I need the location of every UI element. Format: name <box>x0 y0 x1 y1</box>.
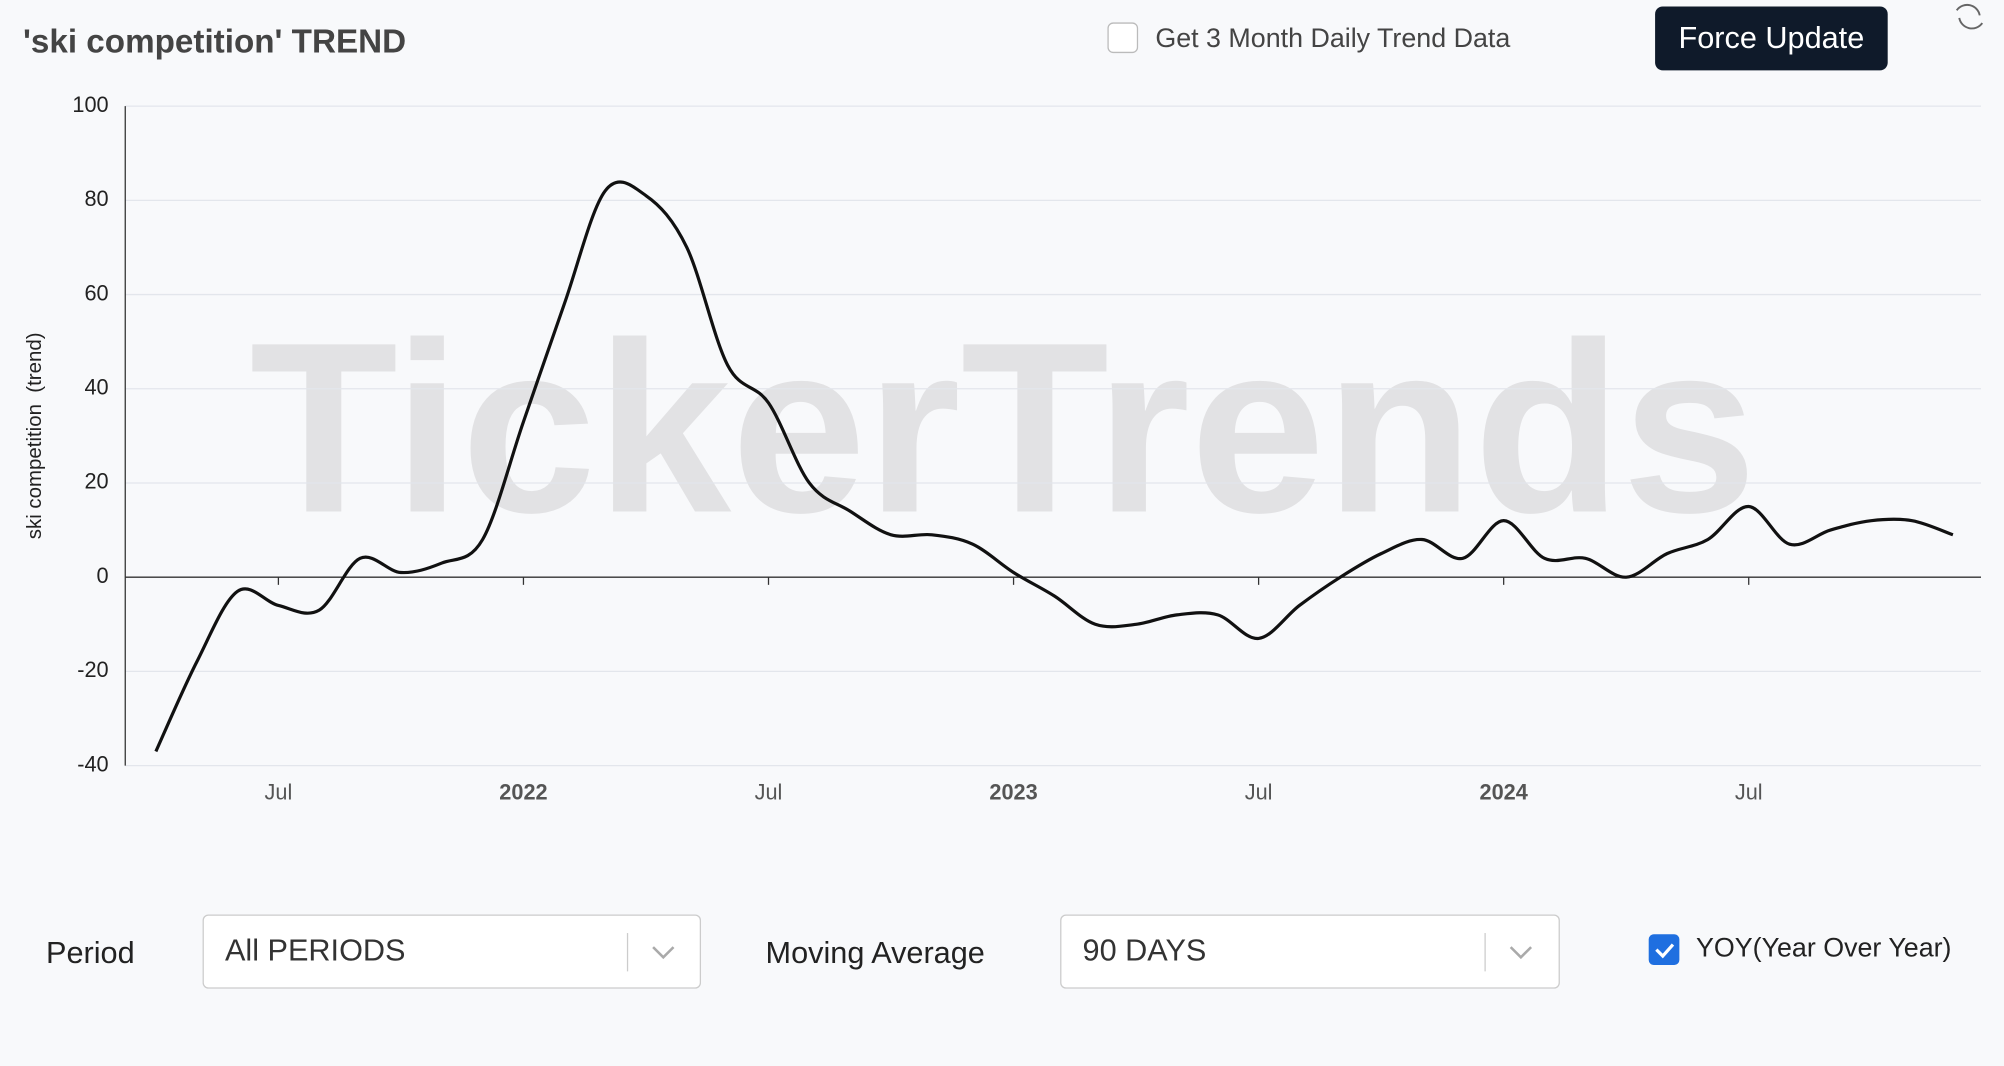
period-select[interactable] <box>202 914 702 989</box>
y-tick-label: 60 <box>84 280 108 305</box>
y-tick-label: -40 <box>77 751 108 776</box>
plot: TickerTrends -40 -20 0 20 40 60 80 100 Jul 2022 Jul… <box>23 92 1981 804</box>
x-tick-label: Jul <box>755 779 783 804</box>
x-tick-label: 2024 <box>1480 779 1528 804</box>
period-value[interactable]: All PERIODS <box>225 933 406 967</box>
yoy-checkbox[interactable] <box>1648 934 1680 965</box>
y-tick-label: 20 <box>84 469 108 494</box>
line <box>154 180 1954 753</box>
y-tick-label: 0 <box>97 563 109 588</box>
y-tick-label: -20 <box>77 657 108 682</box>
check-mark <box>1655 943 1675 959</box>
yoy-label[interactable]: YOY(Year Over Year) <box>1696 933 1951 963</box>
ma-select[interactable] <box>1060 914 1560 989</box>
ma-label: Moving Average <box>766 936 985 970</box>
y-tick-label: 100 <box>72 92 108 117</box>
checkbox[interactable] <box>1107 22 1139 54</box>
y-tick-label: 40 <box>84 374 108 399</box>
x-tick-label: Jul <box>1735 779 1763 804</box>
ma-value[interactable]: 90 DAYS <box>1083 933 1207 967</box>
period-label: Period <box>46 936 135 970</box>
chevron <box>1509 946 1533 960</box>
refresh-icon[interactable] <box>1955 3 1984 30</box>
y-tick-label: 80 <box>84 186 108 211</box>
x-tick-label: 2023 <box>989 779 1037 804</box>
button-label[interactable]: Force Update <box>1679 21 1865 55</box>
x-tick-label: 2022 <box>499 779 547 804</box>
button[interactable] <box>1655 6 1888 71</box>
x-tick-label: Jul <box>265 779 293 804</box>
watermark: TickerTrends <box>250 293 1757 564</box>
x-tick-label: Jul <box>1245 779 1273 804</box>
title: 'ski competition' TREND <box>23 23 406 60</box>
chevron <box>652 946 675 960</box>
checkbox-label[interactable]: Get 3 Month Daily Trend Data <box>1155 23 1510 53</box>
y-axis-label: ski competition (trend) <box>23 333 46 540</box>
